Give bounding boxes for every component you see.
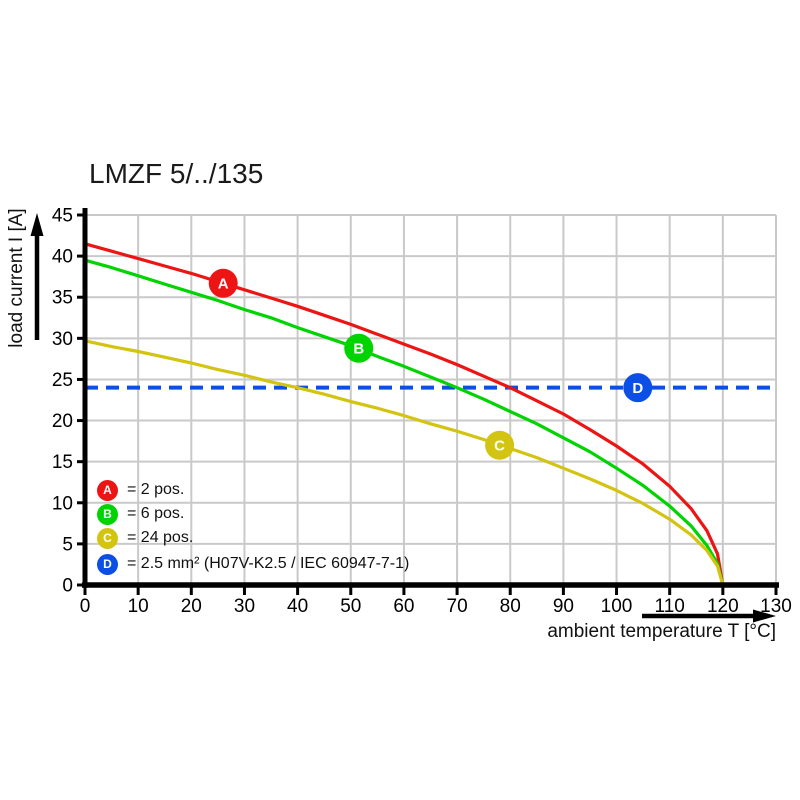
tick-label: 30 (234, 596, 255, 617)
legend-label-d: = 2.5 mm² (H07V-K2.5 / IEC 60947-7-1) (127, 555, 410, 572)
tick-label: 130 (760, 596, 792, 617)
tick-label: 20 (181, 596, 202, 617)
tick-label: 45 (52, 206, 73, 227)
tick-label: 80 (500, 596, 521, 617)
tick-label: 110 (655, 596, 685, 617)
tick-label: 15 (52, 452, 73, 473)
curve-marker-c (485, 430, 515, 460)
tick-label: D (632, 380, 643, 397)
tick-label: 0 (62, 576, 73, 597)
tick-label: 90 (553, 596, 574, 617)
tick-label: 40 (52, 247, 73, 268)
legend-item-a: A = 2 pos. (97, 479, 184, 501)
tick-label: 70 (447, 596, 468, 617)
tick-label: 60 (393, 596, 414, 617)
tick-label: 40 (287, 596, 308, 617)
tick-label: 100 (601, 596, 633, 617)
tick-label: B (353, 341, 364, 358)
legend-label-c: = 24 pos. (127, 529, 194, 546)
curve-marker-b (344, 333, 374, 363)
x-axis-label: ambient temperature T [°C] (547, 621, 776, 642)
tick-label: 20 (52, 411, 73, 432)
tick-label: 10 (52, 493, 73, 514)
tick-label: 35 (52, 288, 73, 309)
tick-label: 10 (128, 596, 149, 617)
chart-title: LMZF 5/../135 (89, 158, 264, 189)
legend-label-b: = 6 pos. (127, 505, 185, 522)
x-axis-arrowhead-icon (753, 609, 776, 623)
y-axis-label: load current I [A] (6, 208, 27, 348)
legend-marker-c-icon: C (97, 527, 118, 549)
y-axis-arrowhead-icon (30, 213, 44, 236)
tick-label: 120 (707, 596, 739, 617)
legend-marker-a-icon: A (97, 479, 118, 501)
tick-label: 25 (52, 370, 73, 391)
legend-marker-b-icon: B (97, 503, 118, 525)
tick-label: 5 (62, 534, 73, 555)
curve-c (83, 339, 725, 587)
curve-a (83, 242, 725, 587)
legend-marker-d-icon: D (97, 553, 118, 575)
curve-b (83, 258, 725, 587)
tick-label: 30 (52, 329, 73, 350)
curve-marker-a (208, 268, 238, 298)
legend-item-b: B = 6 pos. (97, 503, 184, 525)
tick-label: C (494, 438, 505, 455)
legend-item-d: D = 2.5 mm² (H07V-K2.5 / IEC 60947-7-1) (97, 553, 409, 575)
curve-marker-d (623, 373, 653, 403)
tick-label: A (218, 276, 229, 293)
legend-label-a: = 2 pos. (127, 481, 185, 498)
legend-item-c: C = 24 pos. (97, 527, 193, 549)
tick-label: 0 (80, 596, 91, 617)
tick-label: 50 (340, 596, 361, 617)
